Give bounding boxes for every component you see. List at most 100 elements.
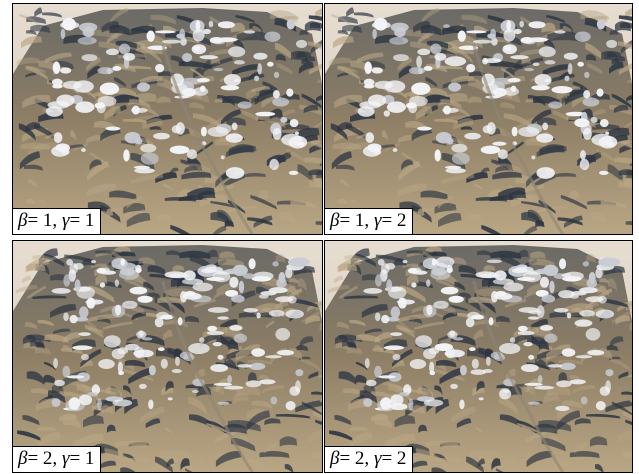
shadow-ridge [308,169,322,176]
shadow-ridge [53,328,71,335]
terrain-panel-4: β= 2, γ= 2 [324,240,633,473]
shadow-ridge [434,385,443,396]
snow-patch [129,286,148,295]
snow-patch [94,102,106,109]
lit-ridge [574,441,588,454]
lit-ridge [372,347,395,355]
snow-patch [75,101,95,113]
snow-patch [288,170,299,175]
lit-ridge [90,151,111,169]
shadow-ridge [542,64,571,76]
lit-ridge [562,25,573,33]
snow-patch [272,261,279,267]
shadow-ridge [95,250,127,256]
snow-patch [72,345,93,350]
shadow-ridge [120,467,136,472]
lit-ridge [562,400,583,409]
shadow-ridge [291,298,319,308]
snow-patch [156,311,170,320]
snow-patch [105,48,119,56]
snow-patch [217,401,230,405]
snow-patch [554,308,569,313]
lit-ridge [86,57,101,72]
beta-value: = 1, [339,210,370,231]
shadow-ridge [354,12,374,18]
snow-patch [225,289,239,297]
snow-patch [294,131,299,135]
snow-patch [416,55,422,68]
lit-ridge [517,422,544,436]
shadow-ridge [393,258,407,267]
terrain-drawing [13,245,322,472]
shadow-ridge [439,367,466,385]
snow-patch [570,291,587,296]
snow-patch [182,52,193,62]
snow-patch [285,267,293,279]
snow-patch [69,314,78,324]
lit-ridge [397,313,431,323]
valley [161,280,254,472]
snow-patch [532,62,540,67]
snow-patch [237,364,252,368]
snow-patch [229,276,239,288]
lit-ridge [263,441,278,454]
shadow-ridge [621,391,632,395]
lit-ridge [110,7,129,24]
shadow-ridge [301,401,322,416]
shadow-ridge [248,372,258,383]
snow-patch [98,359,115,369]
snow-patch [141,337,153,341]
snow-patch [547,364,563,368]
snow-patch [480,145,501,155]
snow-patch [66,259,74,266]
snow-patch [396,299,415,305]
shadow-ridge [460,126,473,131]
lit-ridge [356,334,381,343]
lit-ridge [328,57,352,66]
lit-ridge [165,426,174,434]
shadow-ridge [466,456,485,472]
snow-patch [288,135,308,149]
shadow-ridge [30,338,45,348]
parameter-caption: β= 1, γ= 1 [13,208,102,234]
lit-ridge [233,392,250,405]
snow-patch [415,335,433,348]
lit-ridge [615,315,631,325]
snow-patch [544,333,558,343]
lit-ridge [95,274,108,286]
snow-patch [85,299,104,305]
snow-patch [579,158,590,171]
shadow-ridge [233,39,246,52]
valley [472,280,564,472]
shadow-ridge [298,61,314,74]
shadow-ridge [89,159,102,171]
snow-patch [265,355,282,359]
shadow-ridge [269,108,283,120]
shadow-ridge [420,190,449,200]
shadow-ridge [23,164,44,171]
gamma-value: = 1 [69,448,95,469]
snow-patch [78,22,98,32]
lit-ridge [102,321,133,330]
snow-patch [286,19,295,30]
shadow-ridge [513,59,524,74]
snow-patch [206,331,225,336]
snow-patch [268,310,285,317]
lit-ridge [497,163,522,173]
snow-patch [280,116,288,123]
snow-patch [536,167,555,179]
snow-patch [193,45,201,52]
shadow-ridge [592,123,621,131]
snow-patch [287,295,297,304]
lit-ridge [500,102,516,110]
lit-ridge [622,451,632,460]
lit-ridge [163,183,173,191]
snow-patch [188,343,210,354]
shadow-ridge [434,453,448,462]
snow-patch [506,20,512,31]
snow-patch [225,133,243,143]
lit-ridge [194,298,217,309]
snow-patch [192,282,213,292]
snow-patch [180,291,188,303]
snow-patch [81,54,98,62]
